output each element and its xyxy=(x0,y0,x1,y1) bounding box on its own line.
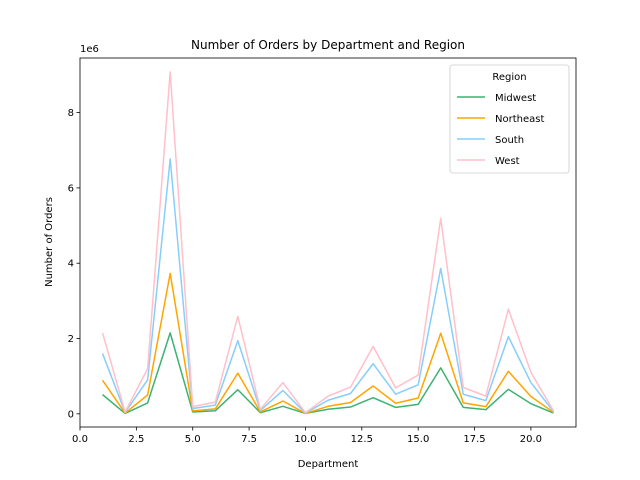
legend-label-midwest: Midwest xyxy=(495,93,536,104)
x-tick-label: 2.5 xyxy=(128,434,144,445)
legend-label-south: South xyxy=(495,135,524,146)
y-axis-title: Number of Orders xyxy=(44,197,55,287)
y-tick-label: 4 xyxy=(68,259,74,270)
series-line-northeast xyxy=(101,272,554,415)
y-offset-label: 1e6 xyxy=(80,44,99,55)
legend-label-northeast: Northeast xyxy=(495,114,544,125)
chart-title: Number of Orders by Department and Regio… xyxy=(191,38,465,52)
y-tick-label: 0 xyxy=(68,409,74,420)
x-tick-label: 10.0 xyxy=(294,434,316,445)
x-axis-title: Department xyxy=(298,459,359,470)
legend-label-west: West xyxy=(495,156,520,167)
legend-title: Region xyxy=(492,72,526,83)
x-tick-label: 0.0 xyxy=(72,434,88,445)
axes-frame xyxy=(79,57,577,428)
x-tick-label: 12.5 xyxy=(351,434,373,445)
series-line-midwest xyxy=(102,332,554,415)
x-tick-label: 17.5 xyxy=(463,434,485,445)
plot-area: 0.0 2.5 5.0 7.5 10.0 12.5 15.0 17.5 20.0 0 2 4 6 8 xyxy=(68,57,577,445)
legend-box xyxy=(449,64,570,174)
series-line-south xyxy=(101,158,555,414)
y-tick-label: 2 xyxy=(68,334,74,345)
x-tick-label: 15.0 xyxy=(407,434,429,445)
x-tick-label: 7.5 xyxy=(241,434,257,445)
x-tick-label: 5.0 xyxy=(185,434,201,445)
x-tick-label: 20.0 xyxy=(520,434,542,445)
y-tick-label: 6 xyxy=(68,183,74,194)
series-line-west xyxy=(101,71,555,414)
y-tick-label: 8 xyxy=(68,108,74,119)
legend: Region Midwest Northeast South West xyxy=(449,64,570,174)
